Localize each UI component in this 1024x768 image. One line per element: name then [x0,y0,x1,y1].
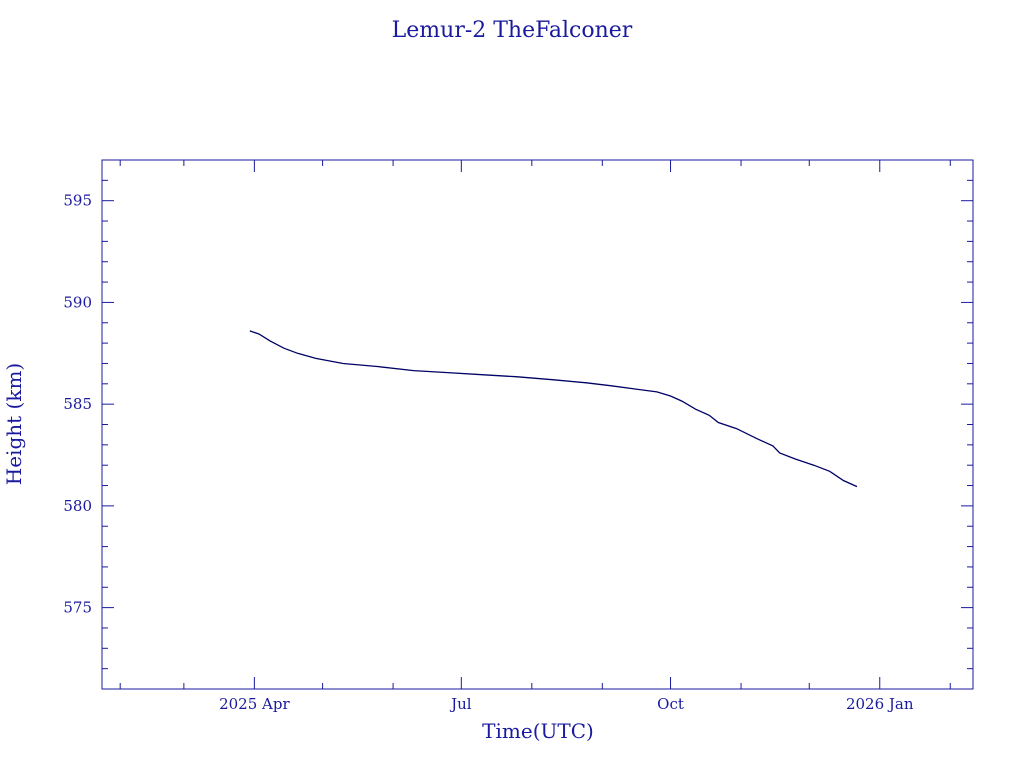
x-axis-label: Time(UTC) [482,719,594,743]
y-tick-label: 590 [63,293,92,311]
plot-frame [101,159,974,690]
y-tick-label: 595 [63,192,92,210]
axis-ticks [102,159,973,690]
height-series-line [249,330,858,488]
x-tick-label: Oct [657,695,684,713]
y-tick-label: 580 [63,497,92,515]
x-tick-label: 2025 Apr [219,695,290,713]
x-tick-label: Jul [449,695,472,713]
x-tick-label: 2026 Jan [846,695,914,713]
y-axis-label: Height (km) [2,363,26,485]
y-tick-label: 585 [63,395,92,413]
chart-title: Lemur-2 TheFalconer [392,18,633,43]
tick-labels: 2025 Apr Jul Oct 2026 Jan 575 580 585 590 595 [63,192,914,713]
y-tick-label: 575 [63,599,92,617]
